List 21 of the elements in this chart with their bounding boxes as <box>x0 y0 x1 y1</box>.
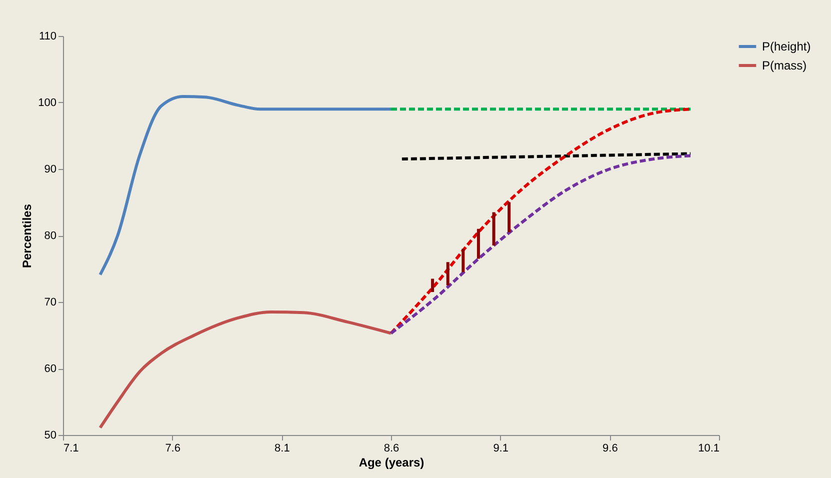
x-tick-label: 7.6 <box>165 442 180 454</box>
x-tick-label: 9.1 <box>493 442 508 454</box>
y-tick-label: 100 <box>38 97 56 109</box>
y-tick-label: 90 <box>44 164 56 176</box>
line-series <box>98 310 392 430</box>
x-tick-label: 8.1 <box>274 442 290 454</box>
x-tick-label: 7.1 <box>64 442 79 454</box>
legend-label: P(height) <box>762 40 811 54</box>
y-tick-label: 110 <box>38 30 56 42</box>
legend-label: P(mass) <box>762 58 807 72</box>
line-series <box>390 154 692 335</box>
x-tick-label: 10.1 <box>698 442 720 454</box>
y-axis-title: Percentiles <box>20 204 34 268</box>
y-tick-label: 70 <box>44 296 56 308</box>
x-tick-label: 8.6 <box>384 442 400 454</box>
y-tick-label: 50 <box>44 430 56 442</box>
x-tick-label: 9.6 <box>602 442 618 454</box>
y-tick-label: 60 <box>44 363 56 375</box>
line-series <box>98 95 392 276</box>
y-tick-label: 80 <box>44 230 56 242</box>
x-axis-title: Age (years) <box>358 456 424 470</box>
